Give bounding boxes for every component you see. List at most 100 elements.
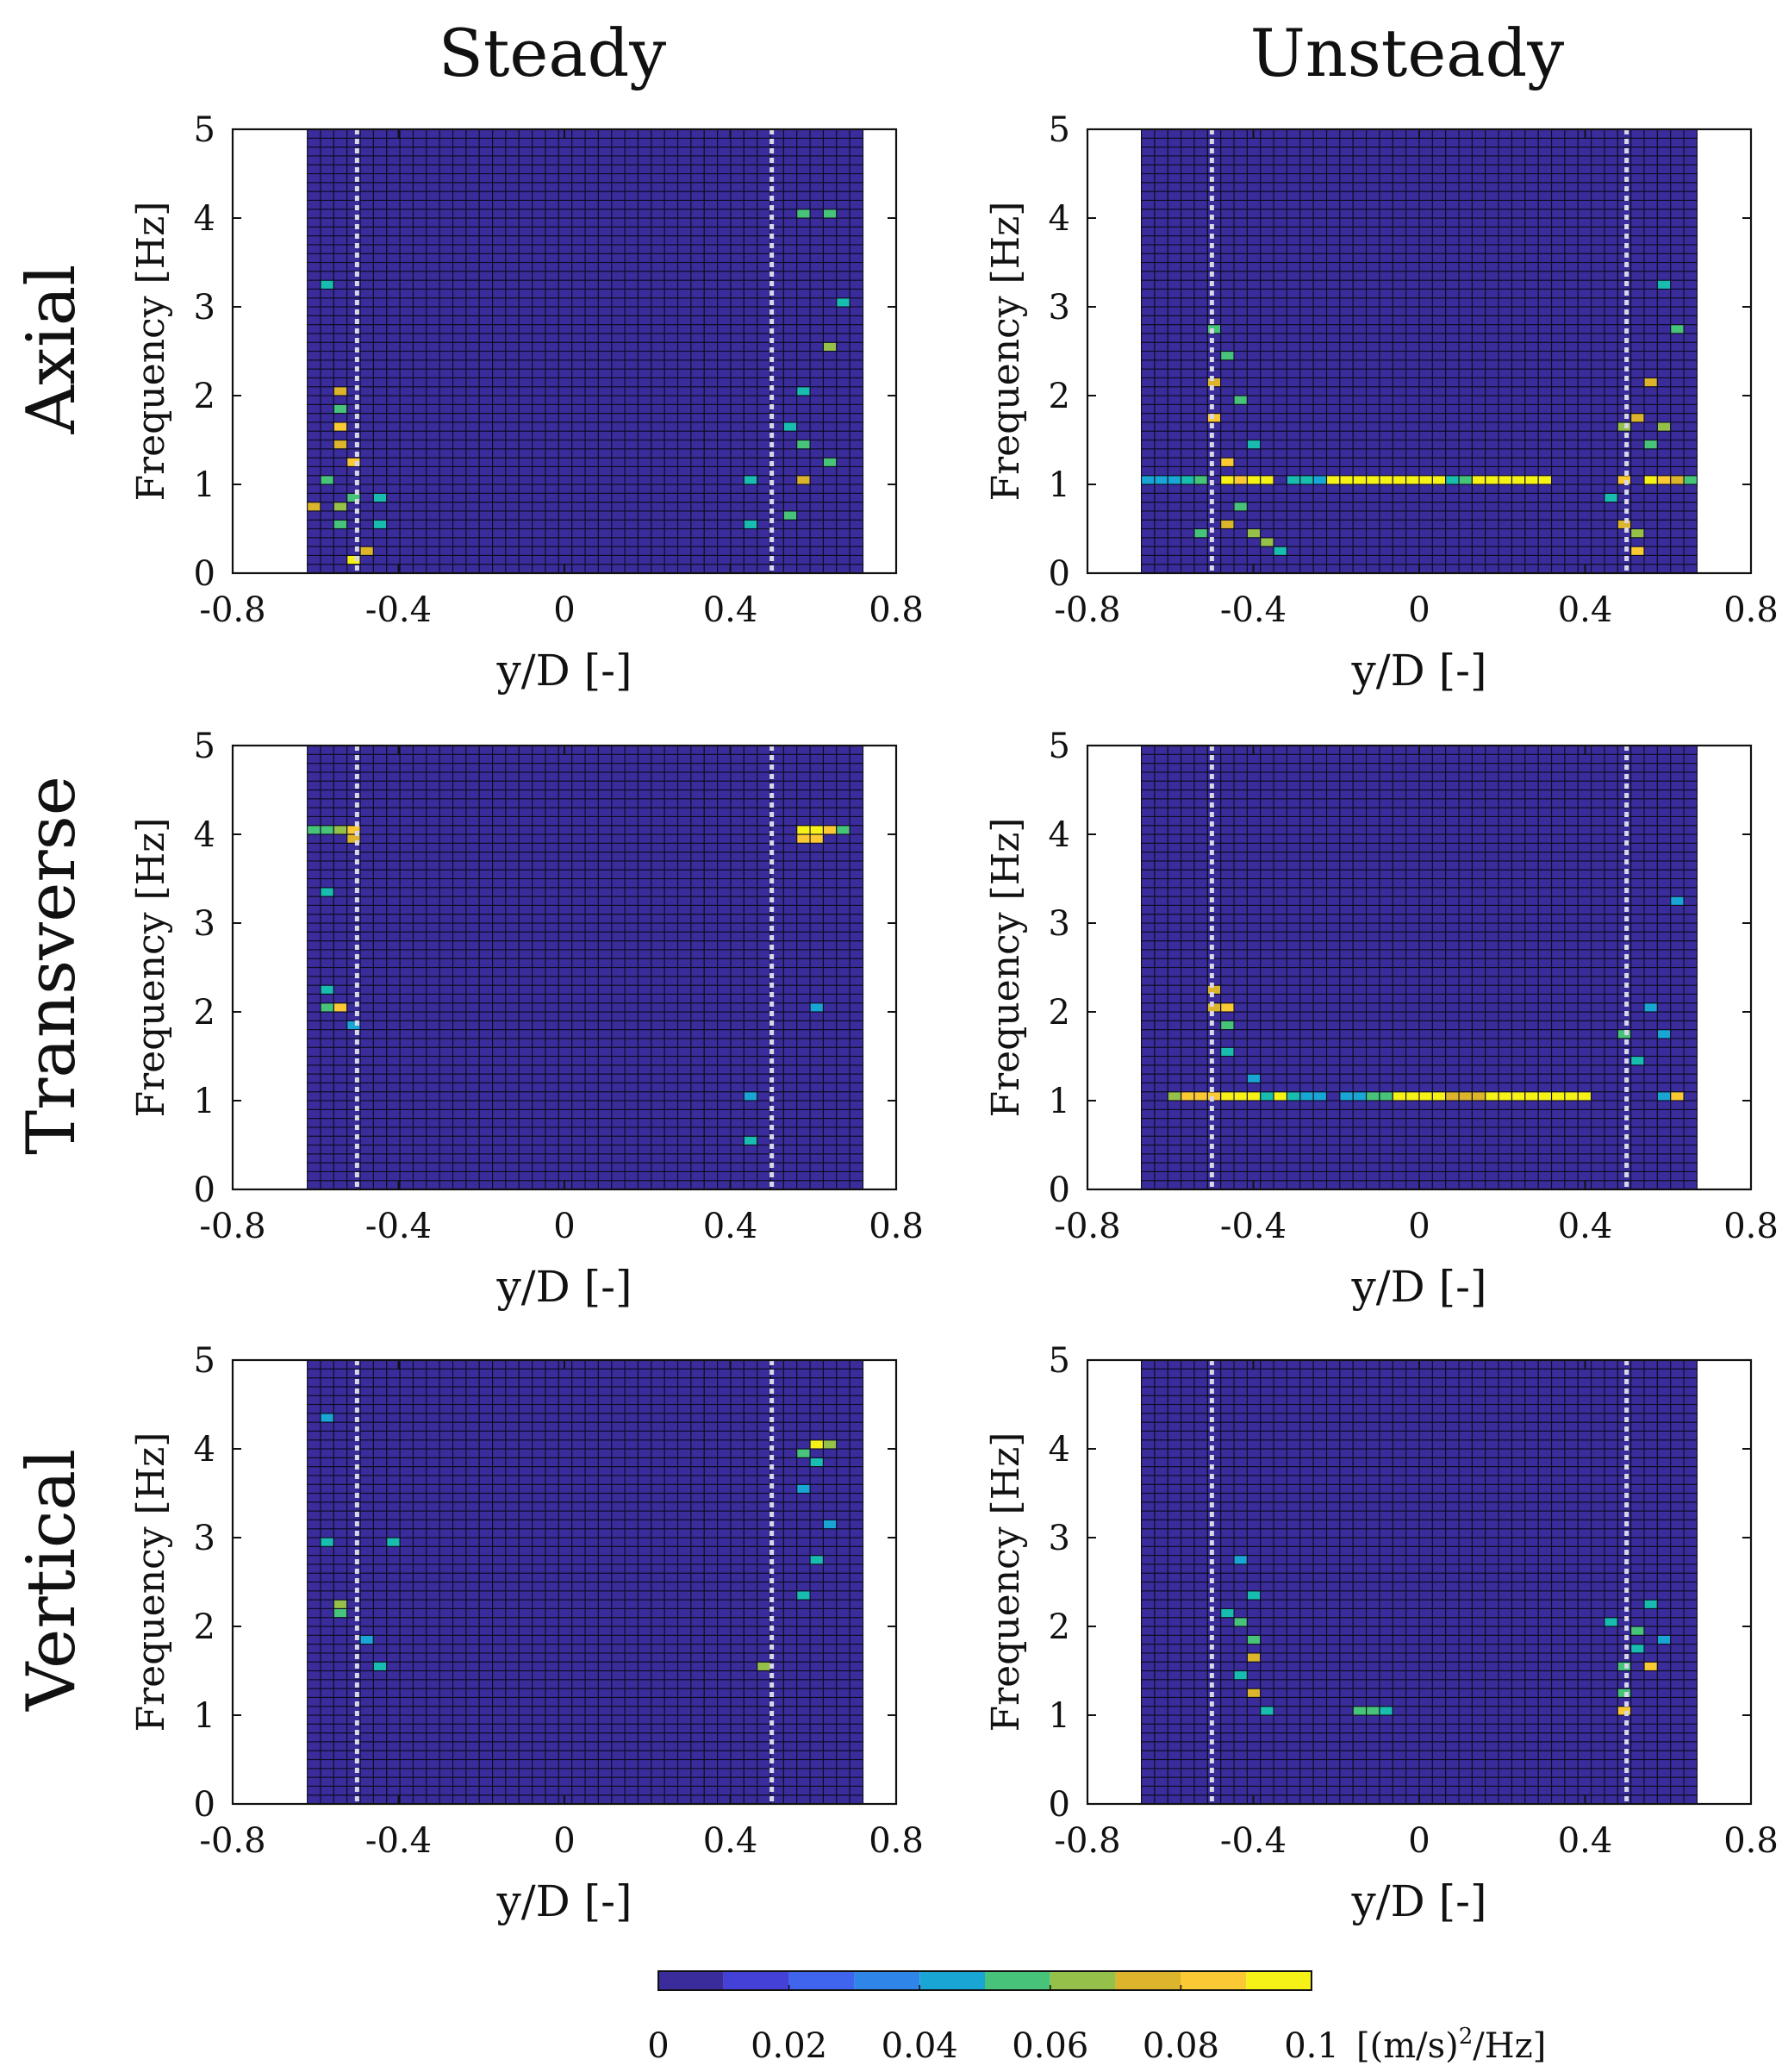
- heatmap-cell: [664, 386, 679, 396]
- heatmap-cell: [1445, 386, 1460, 396]
- heatmap-cell: [333, 1091, 348, 1102]
- heatmap-cell: [439, 333, 454, 343]
- heatmap-cell: [465, 1153, 480, 1164]
- heatmap-cell: [426, 966, 440, 977]
- heatmap-cell: [651, 457, 665, 467]
- heatmap-cell: [1418, 288, 1433, 299]
- heatmap-cell: [597, 475, 613, 485]
- heatmap-cell: [1181, 190, 1195, 201]
- heatmap-cell: [1193, 190, 1208, 201]
- heatmap-cell: [1352, 261, 1368, 272]
- heatmap-cell: [399, 288, 414, 299]
- heatmap-cell: [545, 333, 559, 343]
- heatmap-cell: [1167, 492, 1182, 503]
- heatmap-cell: [1233, 333, 1248, 343]
- heatmap-cell: [333, 966, 348, 977]
- heatmap-cell: [492, 1162, 507, 1172]
- heatmap-cell: [1431, 288, 1447, 299]
- heatmap-cell: [1167, 199, 1182, 210]
- heatmap-cell: [1656, 484, 1672, 494]
- heatmap-cell: [359, 1135, 374, 1146]
- heatmap-cell: [1273, 537, 1288, 547]
- heatmap-cell: [1643, 465, 1658, 477]
- heatmap-cell: [307, 1162, 321, 1172]
- heatmap-cell: [1246, 315, 1262, 326]
- heatmap-cell: [532, 564, 546, 574]
- heatmap-cell: [1273, 253, 1288, 264]
- heatmap-cell: [1206, 279, 1222, 290]
- heatmap-cell: [1630, 564, 1645, 574]
- heatmap-cell: [1206, 492, 1222, 503]
- heatmap-cell: [637, 421, 652, 432]
- heatmap-cell: [611, 465, 626, 477]
- heatmap-cell: [1577, 235, 1592, 246]
- heatmap-cell: [1643, 430, 1658, 441]
- heatmap-cell: [1550, 190, 1566, 201]
- heatmap-cell: [1339, 502, 1354, 512]
- heatmap-cell: [690, 137, 705, 148]
- heatmap-cell: [849, 475, 864, 485]
- heatmap-cell: [1418, 554, 1433, 565]
- heatmap-cell: [584, 439, 599, 450]
- heatmap-cell: [1206, 430, 1222, 441]
- heatmap-cell: [492, 475, 507, 485]
- x-tick-label: 0: [553, 590, 575, 630]
- heatmap-cell: [465, 502, 480, 512]
- heatmap-cell: [796, 430, 811, 441]
- heatmap-cell: [1352, 137, 1368, 148]
- heatmap-cell: [1418, 475, 1433, 485]
- heatmap-cell: [743, 279, 758, 290]
- heatmap-cell: [1220, 439, 1235, 450]
- heatmap-cell: [320, 155, 334, 165]
- heatmap-cell: [676, 288, 692, 299]
- heatmap-cell: [822, 554, 838, 565]
- heatmap-cell: [1498, 439, 1513, 450]
- heatmap-cell: [1260, 377, 1274, 388]
- heatmap-cell: [505, 137, 520, 148]
- heatmap-cell: [478, 315, 494, 326]
- heatmap-cell: [836, 226, 850, 237]
- heatmap-cell: [465, 279, 480, 290]
- heatmap-cell: [558, 217, 573, 228]
- heatmap-cell: [1379, 537, 1393, 547]
- heatmap-cell: [1630, 359, 1645, 370]
- heatmap-cell: [676, 261, 692, 272]
- heatmap-cell: [1273, 128, 1288, 139]
- heatmap-cell: [1154, 448, 1168, 459]
- heatmap-cell: [1141, 484, 1156, 494]
- heatmap-cell: [730, 510, 745, 521]
- heatmap-cell: [1193, 261, 1208, 272]
- heatmap-cell: [1471, 350, 1486, 361]
- heatmap-cell: [452, 546, 467, 556]
- heatmap-cell: [1418, 510, 1433, 521]
- heatmap-cell: [743, 368, 758, 378]
- heatmap-cell: [1537, 386, 1553, 396]
- heatmap-cell: [426, 564, 440, 574]
- heatmap-cell: [558, 199, 573, 210]
- heatmap-cell: [849, 527, 864, 539]
- heatmap-cell: [1193, 537, 1208, 547]
- heatmap-cell: [1431, 315, 1447, 326]
- heatmap-cell: [1220, 546, 1235, 556]
- heatmap-cell: [386, 860, 401, 871]
- heatmap-cell: [1670, 403, 1685, 415]
- heatmap-cell: [386, 226, 401, 237]
- heatmap-cell: [1299, 128, 1314, 139]
- heatmap-cell: [1471, 190, 1486, 201]
- heatmap-cell: [452, 217, 467, 228]
- heatmap-cell: [1220, 377, 1235, 388]
- heatmap-cell: [465, 833, 480, 844]
- heatmap-cell: [465, 1100, 480, 1110]
- heatmap-cell: [426, 887, 440, 897]
- heatmap-cell: [1604, 484, 1618, 494]
- heatmap-cell: [359, 306, 374, 316]
- heatmap-cell: [1273, 430, 1288, 441]
- heatmap-cell: [1604, 315, 1618, 326]
- heatmap-cell: [386, 368, 401, 378]
- heatmap-cell: [1617, 164, 1632, 175]
- heatmap-cell: [796, 359, 811, 370]
- heatmap-cell: [782, 333, 798, 343]
- heatmap-cell: [637, 271, 652, 281]
- heatmap-cell: [624, 492, 639, 503]
- heatmap-cell: [703, 341, 719, 353]
